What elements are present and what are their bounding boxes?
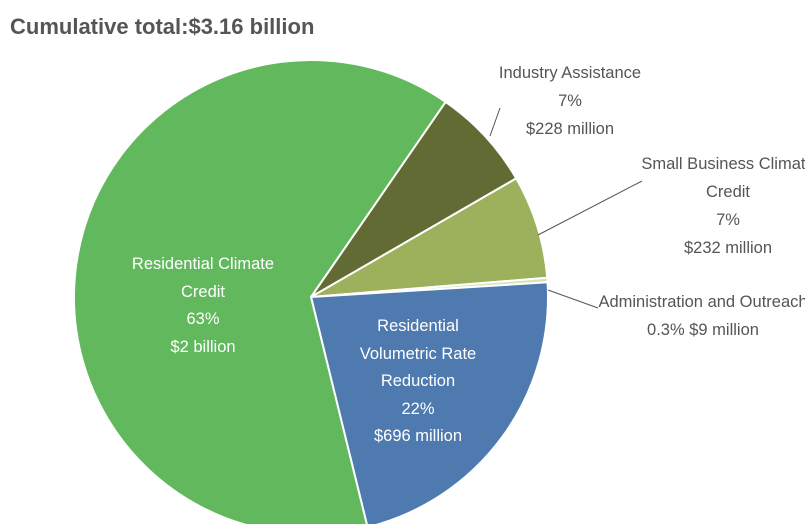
pie-slice bbox=[310, 177, 549, 298]
slice-label: Residential Climate Credit 63% $2 billion bbox=[113, 251, 293, 361]
chart-title: Cumulative total:$3.16 billion bbox=[10, 14, 315, 39]
value-label: 63% bbox=[186, 310, 220, 328]
leader-line bbox=[537, 180, 643, 236]
amount-label: $696 million bbox=[373, 427, 463, 445]
category-label: Residential Climate Credit bbox=[131, 255, 275, 301]
amount-label: $232 million bbox=[683, 239, 773, 257]
leader-line bbox=[489, 107, 501, 137]
amount-label: $9 million bbox=[689, 321, 759, 339]
category-label: Industry Assistance bbox=[498, 64, 642, 82]
value-label: 0.3% bbox=[647, 321, 685, 339]
slice-label: Industry Assistance 7% $228 million bbox=[490, 59, 650, 143]
value-label: 7% bbox=[558, 92, 582, 110]
value-label: 7% bbox=[716, 211, 740, 229]
pie-slice bbox=[73, 59, 447, 524]
category-label: Residential Volumetric Rate Reduction bbox=[359, 317, 477, 390]
category-label: Small Business Climate Credit bbox=[641, 155, 805, 201]
amount-label: $228 million bbox=[525, 120, 615, 138]
slice-label: Residential Volumetric Rate Reduction 22%… bbox=[348, 313, 488, 451]
slice-label: Small Business Climate Credit 7% $232 mill… bbox=[640, 150, 805, 262]
value-line: 0.3% $9 million bbox=[595, 316, 805, 344]
value-label: 22% bbox=[401, 399, 435, 418]
slice-label: Administration and Outreach 0.3% $9 milli… bbox=[595, 288, 805, 344]
leader-line bbox=[547, 289, 599, 309]
amount-label: $2 billion bbox=[170, 337, 236, 356]
pie-slice bbox=[309, 281, 549, 524]
pie-slice bbox=[310, 100, 518, 298]
category-label: Administration and Outreach bbox=[598, 293, 805, 311]
